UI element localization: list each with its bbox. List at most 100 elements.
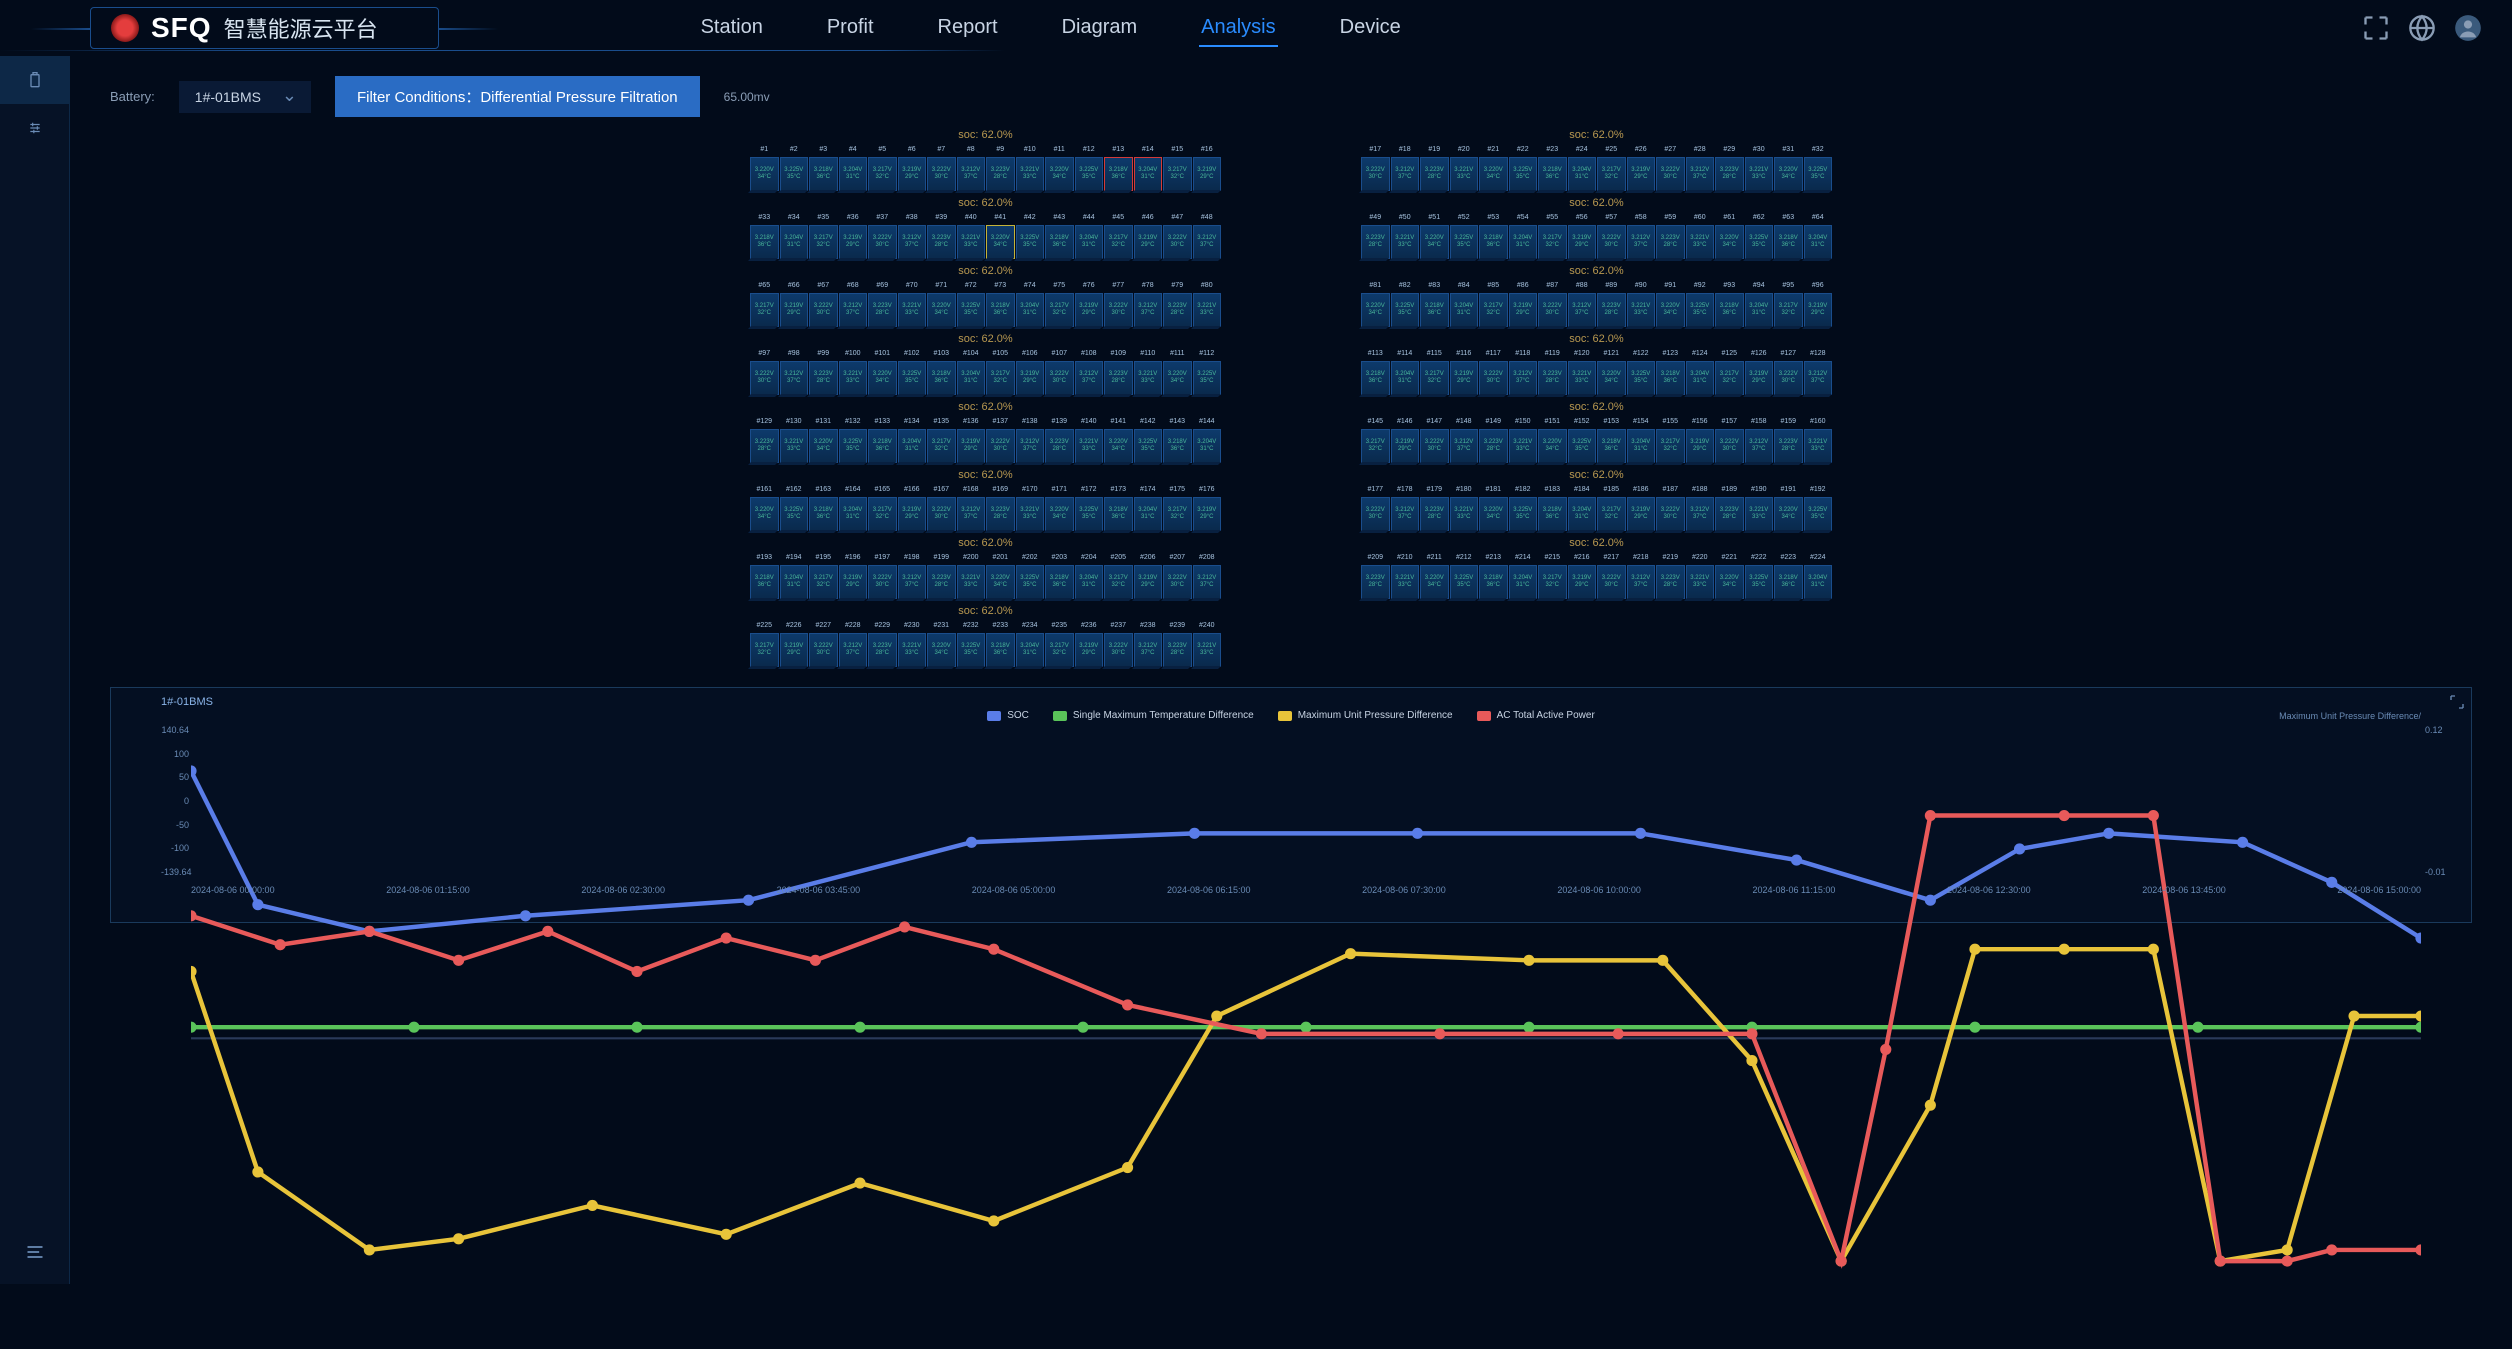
battery-cell[interactable]: #1503.221V33°C (1509, 429, 1538, 463)
battery-cell[interactable]: #853.217V32°C (1479, 293, 1508, 327)
battery-cell[interactable]: #2393.223V28°C (1163, 633, 1192, 667)
battery-cell[interactable]: #2143.204V31°C (1509, 565, 1538, 599)
battery-cell[interactable]: #923.225V35°C (1686, 293, 1715, 327)
battery-cell[interactable]: #2283.212V37°C (839, 633, 868, 667)
battery-cell[interactable]: #1443.204V31°C (1193, 429, 1222, 463)
battery-cell[interactable]: #2243.204V31°C (1804, 565, 1833, 599)
battery-cell[interactable]: #2013.220V34°C (986, 565, 1015, 599)
battery-cell[interactable]: #913.220V34°C (1656, 293, 1685, 327)
battery-cell[interactable]: #33.218V36°C (809, 157, 838, 191)
battery-cell[interactable]: #183.212V37°C (1391, 157, 1420, 191)
battery-cell[interactable]: #493.223V28°C (1361, 225, 1390, 259)
battery-cell[interactable]: #1343.204V31°C (898, 429, 927, 463)
legend-item[interactable]: AC Total Active Power (1477, 710, 1595, 721)
battery-cell[interactable]: #553.217V32°C (1538, 225, 1567, 259)
battery-cell[interactable]: #393.223V28°C (927, 225, 956, 259)
battery-cell[interactable]: #193.223V28°C (1420, 157, 1449, 191)
battery-cell[interactable]: #1143.204V31°C (1391, 361, 1420, 395)
battery-cell[interactable]: #993.223V28°C (809, 361, 838, 395)
battery-cell[interactable]: #973.222V30°C (750, 361, 779, 395)
battery-cell[interactable]: #1463.219V29°C (1391, 429, 1420, 463)
battery-cell[interactable]: #1053.217V32°C (986, 361, 1015, 395)
battery-cell[interactable]: #1613.220V34°C (750, 497, 779, 531)
battery-select[interactable]: 1#-01BMS (179, 81, 311, 113)
battery-cell[interactable]: #1803.221V33°C (1450, 497, 1479, 531)
battery-cell[interactable]: #1273.222V30°C (1774, 361, 1803, 395)
nav-analysis[interactable]: Analysis (1199, 10, 1277, 47)
battery-cell[interactable]: #43.204V31°C (839, 157, 868, 191)
battery-cell[interactable]: #573.222V30°C (1597, 225, 1626, 259)
battery-cell[interactable]: #1853.217V32°C (1597, 497, 1626, 531)
filter-button[interactable]: Filter Conditions：Differential Pressure … (335, 76, 700, 117)
battery-cell[interactable]: #123.225V35°C (1075, 157, 1104, 191)
battery-cell[interactable]: #623.225V35°C (1745, 225, 1774, 259)
chart-area[interactable]: Maximum Unit Pressure Difference/ 140.64… (191, 725, 2421, 895)
nav-station[interactable]: Station (699, 10, 765, 47)
battery-cell[interactable]: #1703.221V33°C (1016, 497, 1045, 531)
battery-cell[interactable]: #1363.219V29°C (957, 429, 986, 463)
battery-cell[interactable]: #333.218V36°C (750, 225, 779, 259)
battery-cell[interactable]: #2133.218V36°C (1479, 565, 1508, 599)
battery-cell[interactable]: #1533.218V36°C (1597, 429, 1626, 463)
battery-cell[interactable]: #1253.217V32°C (1715, 361, 1744, 395)
battery-cell[interactable]: #1423.225V35°C (1134, 429, 1163, 463)
battery-cell[interactable]: #1213.220V34°C (1597, 361, 1626, 395)
battery-cell[interactable]: #2383.212V37°C (1134, 633, 1163, 667)
battery-cell[interactable]: #1563.219V29°C (1686, 429, 1715, 463)
battery-cell[interactable]: #1643.204V31°C (839, 497, 868, 531)
battery-cell[interactable]: #1013.220V34°C (868, 361, 897, 395)
battery-cell[interactable]: #683.212V37°C (839, 293, 868, 327)
battery-cell[interactable]: #2273.222V30°C (809, 633, 838, 667)
battery-cell[interactable]: #773.222V30°C (1104, 293, 1133, 327)
battery-cell[interactable]: #1153.217V32°C (1420, 361, 1449, 395)
battery-cell[interactable]: #1653.217V32°C (868, 497, 897, 531)
battery-cell[interactable]: #1133.218V36°C (1361, 361, 1390, 395)
battery-cell[interactable]: #2253.217V32°C (750, 633, 779, 667)
battery-cell[interactable]: #2023.225V35°C (1016, 565, 1045, 599)
battery-cell[interactable]: #2333.218V36°C (986, 633, 1015, 667)
battery-cell[interactable]: #1813.220V34°C (1479, 497, 1508, 531)
battery-cell[interactable]: #2183.212V37°C (1627, 565, 1656, 599)
battery-cell[interactable]: #2223.225V35°C (1745, 565, 1774, 599)
battery-cell[interactable]: #2193.223V28°C (1656, 565, 1685, 599)
battery-cell[interactable]: #703.221V33°C (898, 293, 927, 327)
battery-cell[interactable]: #263.219V29°C (1627, 157, 1656, 191)
battery-cell[interactable]: #1953.217V32°C (809, 565, 838, 599)
battery-cell[interactable]: #1663.219V29°C (898, 497, 927, 531)
battery-cell[interactable]: #433.218V36°C (1045, 225, 1074, 259)
battery-cell[interactable]: #1713.220V34°C (1045, 497, 1074, 531)
battery-cell[interactable]: #353.217V32°C (809, 225, 838, 259)
battery-cell[interactable]: #2213.220V34°C (1715, 565, 1744, 599)
battery-cell[interactable]: #1763.219V29°C (1193, 497, 1222, 531)
battery-cell[interactable]: #663.219V29°C (780, 293, 809, 327)
battery-cell[interactable]: #153.217V32°C (1163, 157, 1192, 191)
battery-cell[interactable]: #2203.221V33°C (1686, 565, 1715, 599)
battery-cell[interactable]: #743.204V31°C (1016, 293, 1045, 327)
battery-cell[interactable]: #1913.220V34°C (1774, 497, 1803, 531)
battery-cell[interactable]: #1033.218V36°C (927, 361, 956, 395)
fullscreen-icon[interactable] (2362, 14, 2390, 42)
battery-cell[interactable]: #893.223V28°C (1597, 293, 1626, 327)
battery-cell[interactable]: #2313.220V34°C (927, 633, 956, 667)
battery-cell[interactable]: #1413.220V34°C (1104, 429, 1133, 463)
battery-cell[interactable]: #2233.218V36°C (1774, 565, 1803, 599)
battery-cell[interactable]: #523.225V35°C (1450, 225, 1479, 259)
battery-cell[interactable]: #1043.204V31°C (957, 361, 986, 395)
battery-cell[interactable]: #1553.217V32°C (1656, 429, 1685, 463)
battery-cell[interactable]: #143.204V31°C (1134, 157, 1163, 191)
battery-cell[interactable]: #83.212V37°C (957, 157, 986, 191)
battery-cell[interactable]: #1583.212V37°C (1745, 429, 1774, 463)
battery-cell[interactable]: #1523.225V35°C (1568, 429, 1597, 463)
battery-cell[interactable]: #363.219V29°C (839, 225, 868, 259)
battery-cell[interactable]: #653.217V32°C (750, 293, 779, 327)
battery-cell[interactable]: #13.220V34°C (750, 157, 779, 191)
battery-cell[interactable]: #953.217V32°C (1774, 293, 1803, 327)
battery-cell[interactable]: #963.219V29°C (1804, 293, 1833, 327)
battery-cell[interactable]: #1693.223V28°C (986, 497, 1015, 531)
battery-cell[interactable]: #473.222V30°C (1163, 225, 1192, 259)
battery-cell[interactable]: #503.221V33°C (1391, 225, 1420, 259)
battery-cell[interactable]: #163.219V29°C (1193, 157, 1222, 191)
battery-cell[interactable]: #223.225V35°C (1509, 157, 1538, 191)
battery-cell[interactable]: #833.218V36°C (1420, 293, 1449, 327)
logo[interactable]: SFQ 智慧能源云平台 (90, 7, 439, 49)
